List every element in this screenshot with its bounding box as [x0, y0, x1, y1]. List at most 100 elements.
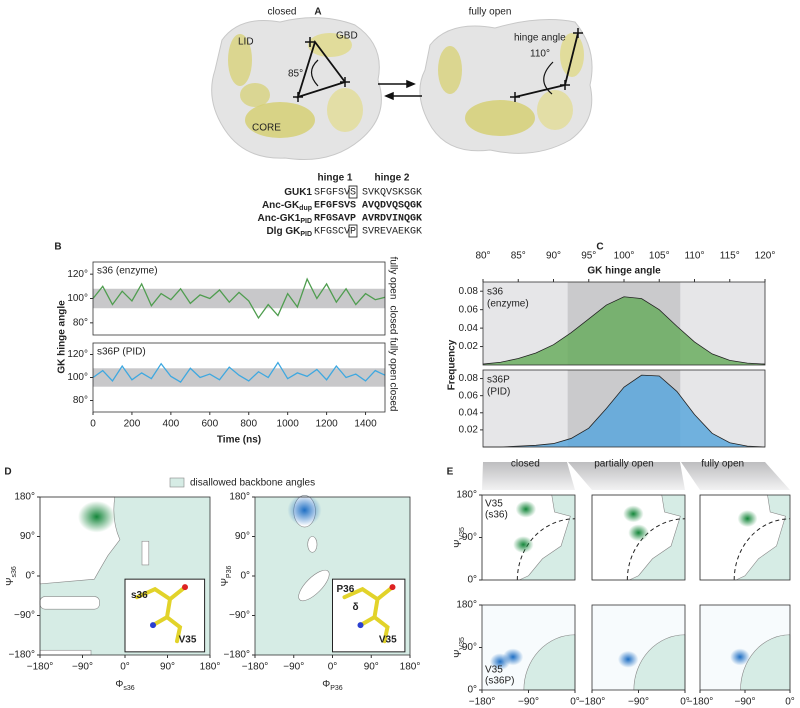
alignment-header: hinge 2	[374, 173, 409, 184]
x-tick-label: 80°	[475, 251, 490, 262]
panel-label: A	[314, 7, 321, 18]
y-tick-label: 90°	[462, 532, 477, 543]
protein-closed	[211, 17, 382, 161]
y-tick-label: 0.08	[459, 373, 479, 384]
y-tick-label: 0°	[240, 571, 250, 582]
x-tick-label: 0°	[785, 697, 795, 708]
y-tick-label: 0.06	[459, 304, 479, 315]
y-axis-label-sub: V35	[459, 637, 466, 650]
angle-label: 110°	[530, 49, 550, 60]
hinge1-seq: SFGFSV	[314, 188, 350, 199]
inset-box	[124, 578, 206, 653]
y-axis-label: ΨV35	[453, 637, 466, 658]
sequence-name-main: Anc-GK	[262, 200, 300, 211]
molecule-sticks	[135, 584, 188, 644]
state-label: closed	[387, 383, 398, 412]
hinge2-seq: SVKQVSKSGK	[362, 188, 422, 199]
x-tick-label: 0°	[570, 697, 580, 708]
y-axis-label-main: Ψ	[453, 540, 464, 548]
y-tick-label: 0.02	[459, 425, 479, 436]
density-blob	[730, 648, 750, 666]
shaded-band	[93, 288, 385, 309]
corner-label: V35	[485, 665, 503, 676]
hinge-site: P	[350, 227, 356, 238]
x-tick-label: 800	[240, 419, 257, 430]
y-axis-label-sub: V35	[459, 527, 466, 540]
hinge2-seq: SVREVAEKGK	[362, 227, 422, 238]
y-axis-label-sub: s36	[11, 566, 18, 577]
y-tick-label: 0.04	[459, 323, 479, 334]
x-axis-label: Φs36	[115, 679, 134, 692]
x-tick-label: 105°	[649, 251, 670, 262]
region-label: partially open	[594, 459, 653, 470]
allowed-region	[39, 649, 92, 656]
sequence-name-sub: dup	[299, 205, 312, 212]
line-series	[92, 361, 386, 383]
hinge-site-box	[348, 185, 358, 199]
y-tick-label: −180°	[223, 650, 250, 661]
allowed-region	[298, 569, 330, 602]
x-tick-label: 1200	[315, 419, 338, 430]
series-label: s36 (enzyme)	[97, 266, 158, 277]
allowed-region	[39, 596, 100, 610]
y-tick-label: 100°	[67, 293, 88, 304]
x-tick-label: 120°	[755, 251, 776, 262]
x-tick-label: 0	[90, 419, 96, 430]
x-tick-label: −90°	[628, 697, 649, 708]
inset-label: P36	[337, 584, 355, 595]
area-outline	[482, 296, 766, 365]
hinge1-seq: KFGSCV	[314, 227, 350, 238]
x-tick-label: −180°	[469, 697, 496, 708]
area-fill	[483, 296, 765, 365]
line-series	[92, 277, 386, 320]
y-tick-label: 90°	[235, 531, 250, 542]
angle-label: hinge angle	[514, 33, 566, 44]
atom	[150, 622, 156, 629]
hinge-site: P	[350, 214, 356, 225]
corner-label: (s36P)	[485, 676, 514, 687]
state-label: fully open	[387, 257, 398, 300]
x-tick-label: 90°	[160, 662, 175, 673]
x-tick-label: 1000	[277, 419, 300, 430]
sequence-name-main: GUK1	[284, 187, 312, 198]
area-outline	[483, 374, 766, 448]
y-tick-label: 90°	[462, 642, 477, 653]
plot-frame	[482, 369, 766, 448]
x-tick-label: 0°	[680, 697, 690, 708]
legend-swatch	[169, 477, 185, 488]
x-axis-label: Time (ns)	[217, 435, 261, 446]
x-axis-label-main: Φ	[322, 679, 330, 690]
density-blob	[617, 650, 639, 668]
plot-frame	[591, 494, 686, 581]
state-label: closed	[268, 7, 297, 18]
hinge1-seq: RFGSAV	[314, 214, 350, 225]
panel-label: D	[4, 467, 11, 478]
y-tick-label: 90°	[20, 531, 35, 542]
allowed-region	[307, 536, 318, 553]
domain-label: LID	[238, 37, 254, 48]
panel-label: B	[54, 242, 61, 253]
y-axis-label-main: Ψ	[5, 577, 16, 585]
sequence-name: GUK1	[284, 187, 312, 198]
y-tick-label: −180°	[8, 650, 35, 661]
x-axis-label: ΦP36	[322, 679, 343, 692]
inset-box	[332, 578, 406, 653]
domain-label: CORE	[252, 123, 281, 134]
y-axis-label: GK hinge angle	[57, 300, 68, 374]
state-label: fully open	[469, 7, 512, 18]
y-axis-label: ΨV35	[453, 527, 466, 548]
axis-title: GK hinge angle	[587, 266, 661, 277]
x-tick-label: 180°	[200, 662, 221, 673]
hinge-site: S	[350, 201, 356, 212]
region-band	[483, 370, 568, 447]
x-tick-label: 200	[124, 419, 141, 430]
inset-label: s36	[131, 590, 148, 601]
y-axis-label: Frequency	[447, 339, 458, 390]
corner-label: V35	[485, 499, 503, 510]
sequence-name-main: Anc-GK1	[258, 213, 301, 224]
series-label: s36	[487, 287, 504, 298]
protein-open	[419, 19, 593, 154]
corner-label: (s36)	[485, 510, 508, 521]
x-tick-label: 95°	[581, 251, 596, 262]
